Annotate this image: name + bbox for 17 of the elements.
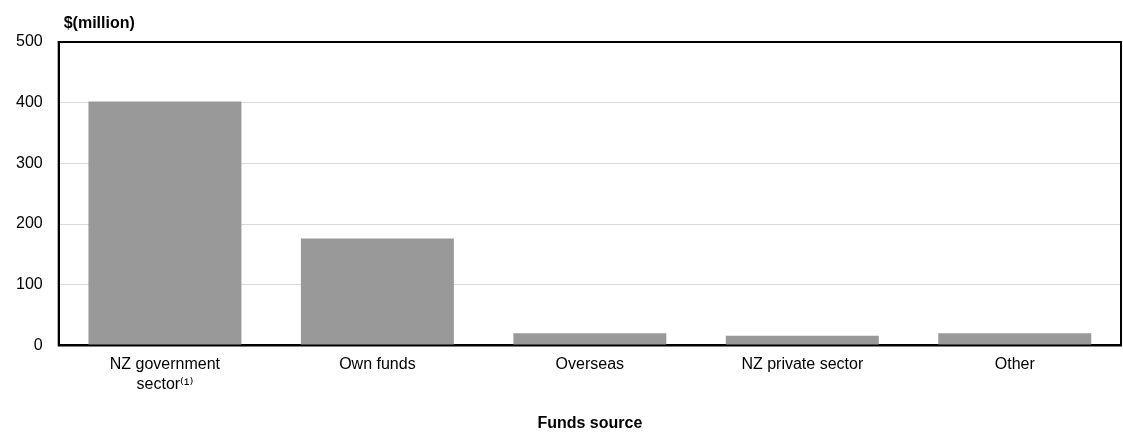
y-tick-label: 200 [15,214,43,232]
bar [88,101,242,345]
y-tick-label: 300 [15,153,43,171]
y-axis-title: $(million) [63,14,135,31]
bar [513,333,667,345]
x-tick-label: NZ government sector⁽¹⁾ [109,355,221,392]
bar [300,238,454,345]
y-tick-label: 100 [15,275,43,293]
x-tick-label: Overseas [555,355,625,373]
x-axis-title: Funds source [537,413,643,431]
y-tick-label: 500 [15,32,43,50]
bar [938,333,1092,345]
x-tick-label: Other [994,355,1036,373]
x-tick-label: NZ private sector [741,355,864,373]
x-tick-label: Own funds [339,355,416,373]
y-tick-label: 400 [15,93,43,111]
y-tick-label: 0 [33,335,43,353]
